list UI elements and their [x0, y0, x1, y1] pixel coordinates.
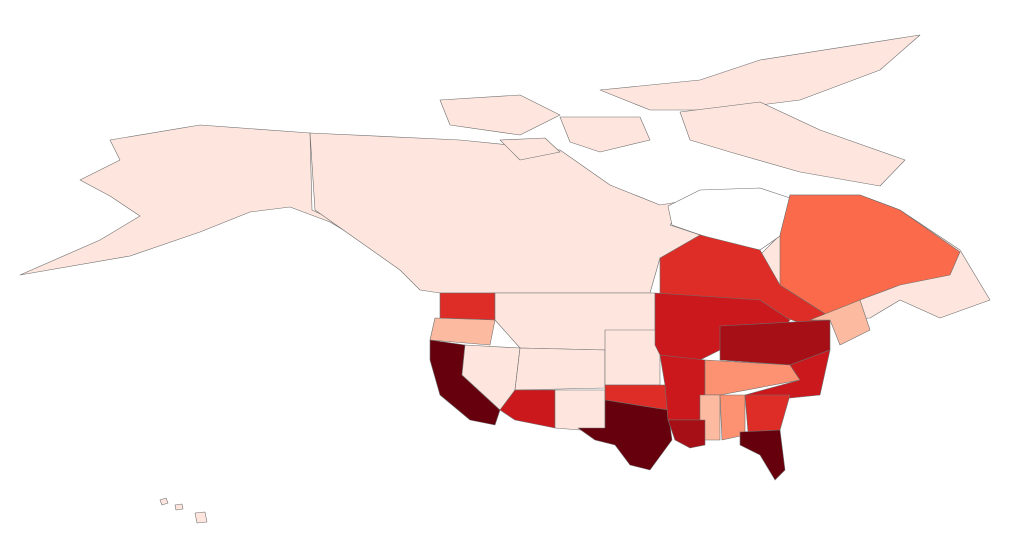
region	[667, 419, 706, 449]
region	[704, 359, 801, 396]
region	[499, 137, 561, 161]
region	[779, 194, 961, 321]
region	[514, 347, 606, 391]
region	[604, 329, 661, 386]
region	[679, 101, 906, 187]
region	[554, 389, 606, 433]
region	[194, 511, 208, 524]
region	[499, 389, 556, 429]
region	[159, 497, 169, 506]
region	[19, 124, 396, 276]
region	[429, 317, 496, 346]
region	[439, 292, 496, 321]
region	[744, 394, 791, 433]
region	[599, 34, 921, 111]
region	[174, 503, 184, 511]
region	[439, 94, 561, 136]
region	[559, 116, 651, 153]
region	[809, 299, 871, 346]
region	[739, 429, 786, 481]
water	[667, 187, 791, 251]
